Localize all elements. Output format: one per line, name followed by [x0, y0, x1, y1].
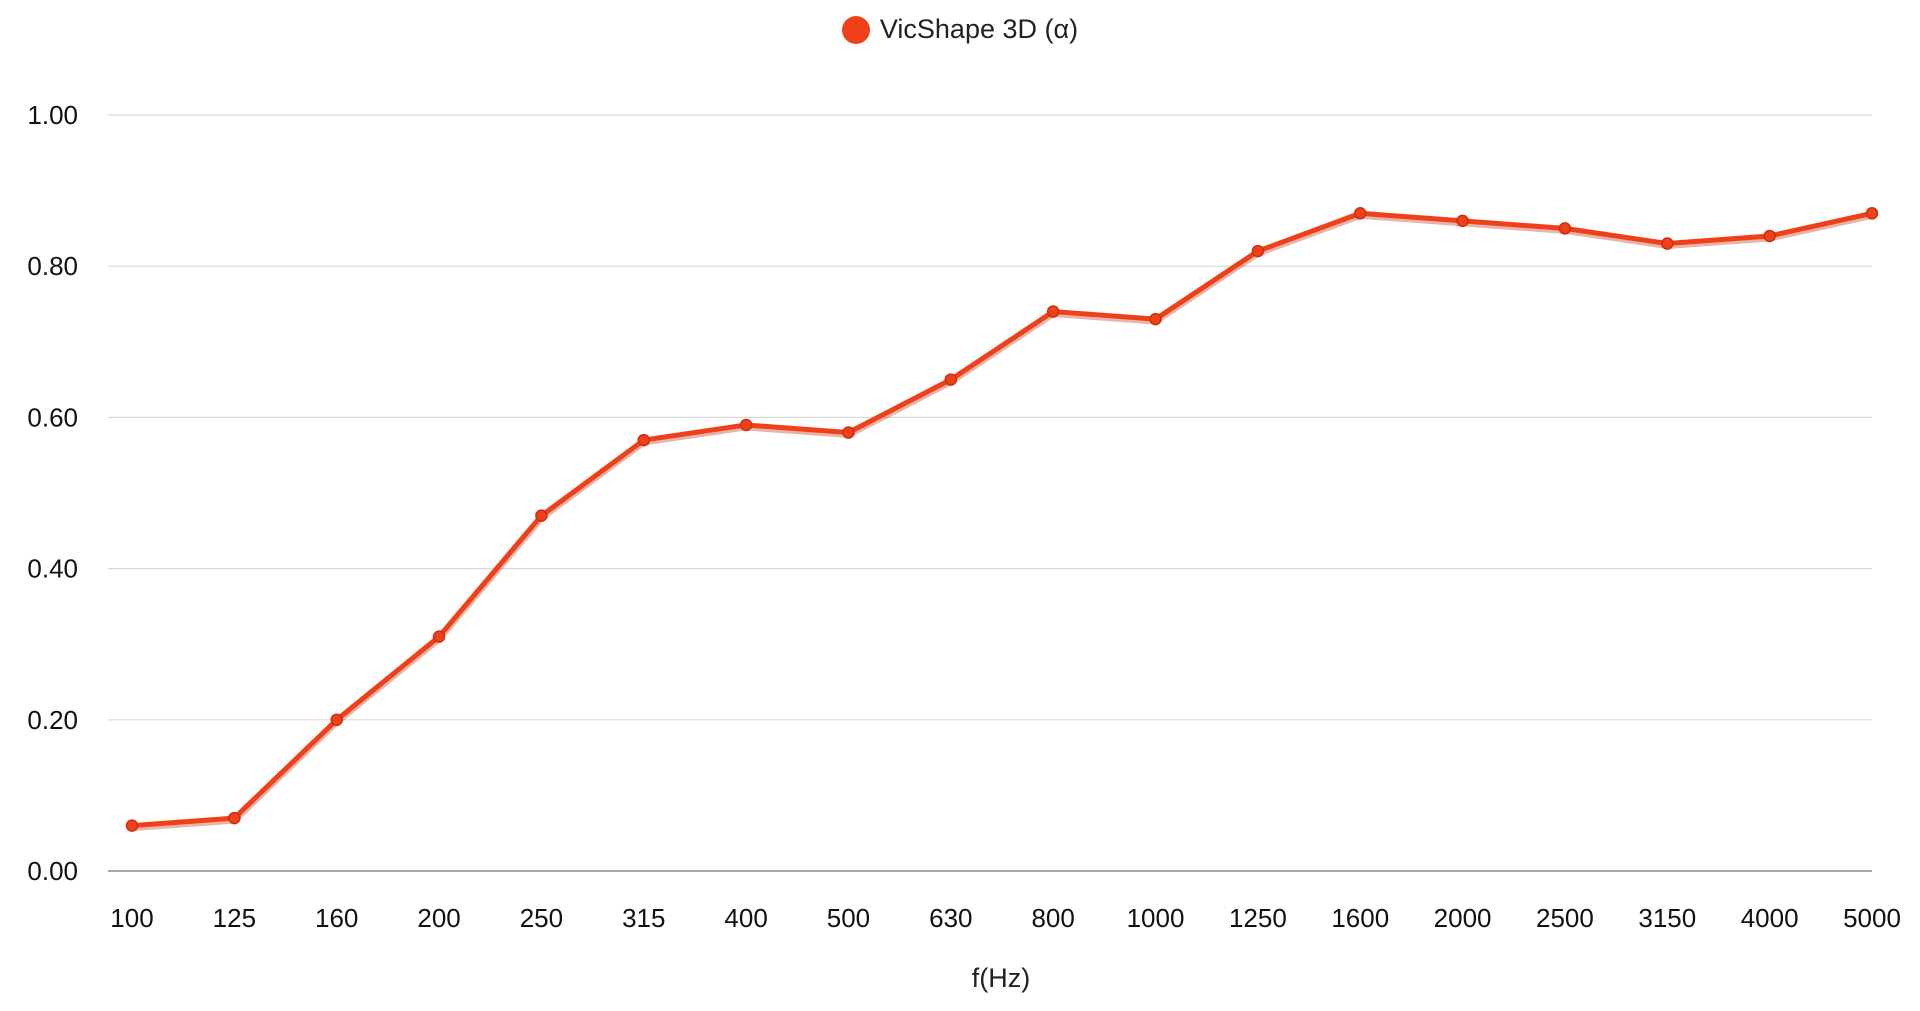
series-layer	[125, 207, 1879, 832]
data-point	[944, 373, 958, 386]
x-tick-label: 400	[724, 903, 767, 933]
data-point	[432, 630, 446, 643]
y-tick-label: 0.60	[27, 402, 78, 432]
x-tick-label: 1000	[1127, 903, 1185, 933]
data-point	[1046, 305, 1060, 318]
data-point	[330, 713, 343, 727]
x-tick-label: 630	[929, 903, 972, 933]
x-tick-label: 2000	[1434, 903, 1492, 933]
x-tick-label: 315	[622, 903, 665, 933]
y-tick-label: 1.00	[27, 100, 78, 130]
x-axis-title: f(Hz)	[972, 963, 1030, 993]
data-point	[1456, 214, 1469, 228]
x-tick-label: 5000	[1843, 903, 1901, 933]
series-line	[129, 210, 1875, 829]
data-point	[1763, 229, 1776, 243]
data-point	[1661, 237, 1674, 250]
x-tick-label: 125	[213, 903, 256, 933]
data-point	[1149, 312, 1162, 326]
x-tick-label: 250	[520, 903, 563, 933]
data-point	[1353, 207, 1367, 220]
x-tick-label: 2500	[1536, 903, 1594, 933]
x-tick-label: 100	[110, 903, 153, 933]
data-point	[125, 819, 139, 832]
data-point	[1558, 222, 1572, 235]
series-line-shadow	[128, 211, 1876, 832]
y-tick-label: 0.80	[27, 251, 78, 281]
data-point	[637, 433, 651, 447]
data-point	[1251, 244, 1265, 258]
y-tick-label: 0.40	[27, 554, 78, 584]
data-point	[842, 426, 855, 439]
data-point	[535, 509, 548, 522]
y-tick-label: 0.20	[27, 705, 78, 735]
x-tick-label: 3150	[1638, 903, 1696, 933]
x-tick-label: 200	[417, 903, 460, 933]
x-tick-label: 500	[827, 903, 870, 933]
data-point	[1865, 207, 1879, 220]
label-layer: 0.00 0.20 0.40 0.60 0.80 1.00 100 125 160 200 250 3…	[27, 100, 1901, 993]
x-tick-label: 800	[1031, 903, 1074, 933]
data-point	[739, 418, 753, 432]
grid-layer	[108, 114, 1872, 721]
x-tick-label: 1600	[1331, 903, 1389, 933]
x-tick-label: 160	[315, 903, 358, 933]
x-tick-label: 4000	[1741, 903, 1799, 933]
y-tick-label: 0.00	[27, 856, 78, 886]
data-point	[228, 811, 241, 825]
x-tick-label: 1250	[1229, 903, 1287, 933]
